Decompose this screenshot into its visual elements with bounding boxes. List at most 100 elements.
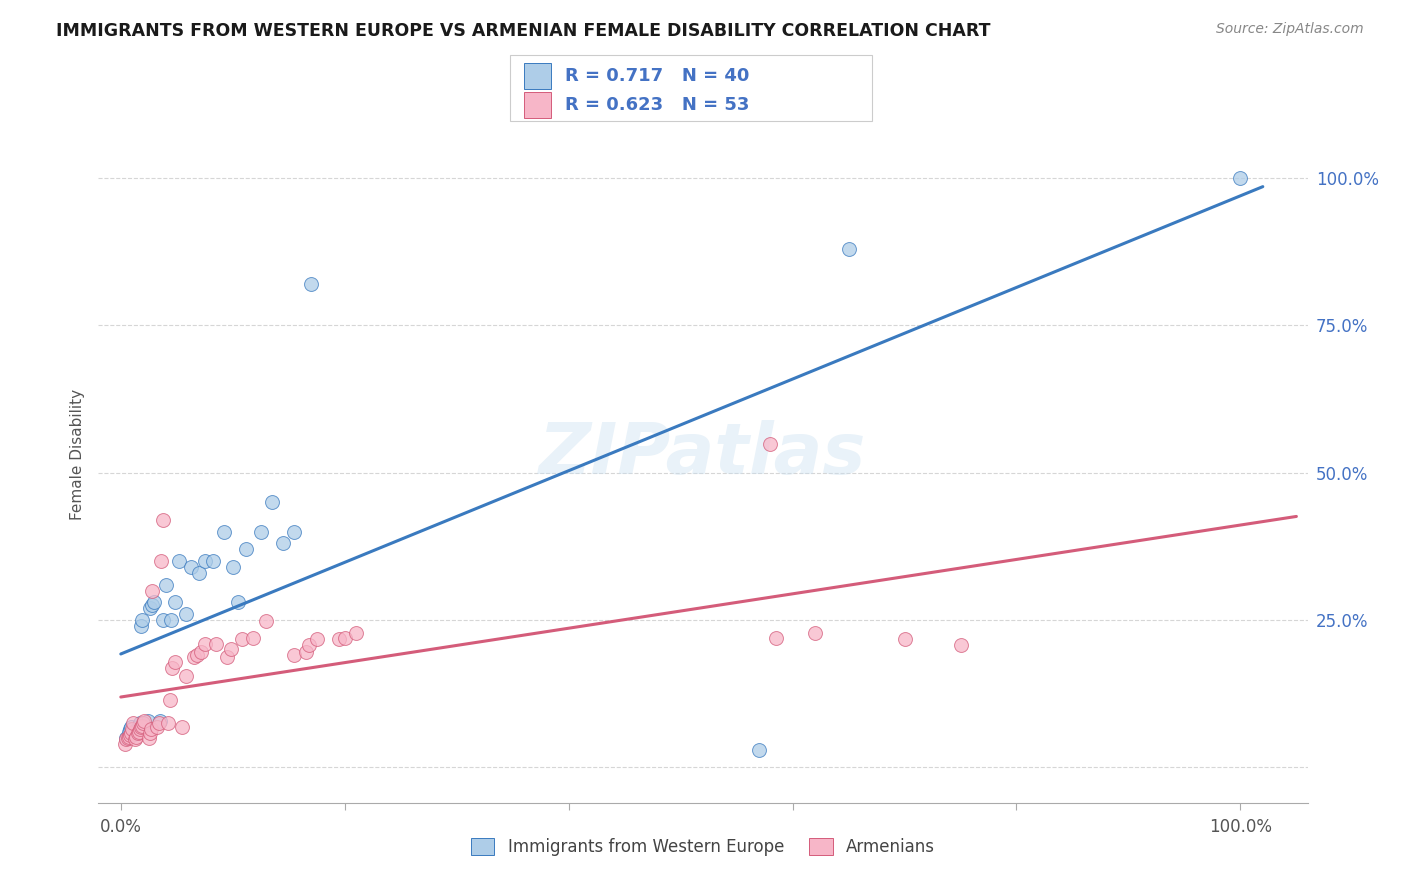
Point — [122, 716, 145, 731]
Point — [212, 524, 235, 539]
Point — [124, 732, 146, 747]
Point — [149, 714, 172, 729]
Point — [765, 631, 787, 645]
Point — [136, 714, 159, 729]
Y-axis label: Female Disability: Female Disability — [70, 389, 86, 521]
Point — [194, 637, 217, 651]
Point — [163, 595, 186, 609]
Point — [152, 513, 174, 527]
Point — [949, 638, 972, 652]
Point — [186, 648, 208, 663]
Point — [174, 607, 197, 621]
Point — [344, 626, 367, 640]
Point — [271, 536, 294, 550]
Legend: Immigrants from Western Europe, Armenians: Immigrants from Western Europe, Armenian… — [463, 830, 943, 864]
Point — [156, 716, 179, 731]
Point — [188, 566, 211, 580]
Point — [231, 632, 253, 646]
Point — [283, 524, 305, 539]
Point — [115, 731, 138, 745]
FancyBboxPatch shape — [524, 92, 551, 118]
Point — [141, 599, 163, 613]
Point — [128, 719, 150, 733]
Point — [134, 714, 156, 729]
Point — [125, 730, 148, 744]
Point — [124, 723, 146, 738]
Point — [155, 577, 177, 591]
Point — [118, 725, 141, 739]
Point — [120, 726, 142, 740]
Point — [118, 730, 141, 744]
Point — [129, 720, 152, 734]
Point — [194, 554, 217, 568]
Point — [174, 669, 197, 683]
Point — [217, 649, 239, 664]
Point — [328, 632, 350, 646]
Point — [172, 720, 194, 734]
Point — [219, 642, 242, 657]
Point — [139, 722, 162, 736]
Text: Source: ZipAtlas.com: Source: ZipAtlas.com — [1216, 22, 1364, 37]
Point — [748, 743, 770, 757]
Point — [804, 626, 827, 640]
Point — [134, 719, 156, 733]
Point — [121, 722, 143, 736]
Point — [305, 632, 328, 646]
Point — [298, 638, 321, 652]
FancyBboxPatch shape — [524, 62, 551, 89]
FancyBboxPatch shape — [509, 55, 872, 121]
Point — [141, 583, 163, 598]
Point — [201, 554, 224, 568]
Point — [160, 613, 183, 627]
Point — [131, 719, 153, 733]
Point — [242, 631, 264, 645]
Point — [122, 725, 145, 739]
Point — [150, 554, 173, 568]
Point — [260, 495, 283, 509]
Point — [114, 737, 136, 751]
Point — [128, 716, 150, 731]
Point — [118, 722, 141, 736]
Point — [222, 560, 245, 574]
Point — [167, 554, 190, 568]
Point — [299, 277, 322, 291]
Point — [163, 656, 186, 670]
Point — [1229, 170, 1251, 185]
Point — [131, 613, 153, 627]
Point — [152, 613, 174, 627]
Point — [183, 649, 205, 664]
Point — [190, 645, 212, 659]
Text: IMMIGRANTS FROM WESTERN EUROPE VS ARMENIAN FEMALE DISABILITY CORRELATION CHART: IMMIGRANTS FROM WESTERN EUROPE VS ARMENI… — [56, 22, 991, 40]
Point — [143, 595, 166, 609]
Text: R = 0.623   N = 53: R = 0.623 N = 53 — [565, 96, 749, 114]
Text: ZIPatlas: ZIPatlas — [540, 420, 866, 490]
Point — [139, 726, 162, 740]
Point — [249, 524, 271, 539]
Point — [128, 725, 150, 739]
Point — [148, 716, 170, 731]
Point — [294, 645, 316, 659]
Point — [129, 619, 152, 633]
Point — [159, 692, 181, 706]
Point — [205, 637, 228, 651]
Point — [333, 631, 356, 645]
Point — [893, 632, 915, 646]
Text: R = 0.717   N = 40: R = 0.717 N = 40 — [565, 67, 749, 85]
Point — [115, 732, 138, 747]
Point — [127, 726, 149, 740]
Point — [283, 648, 305, 663]
Point — [162, 661, 184, 675]
Point — [254, 614, 277, 628]
Point — [180, 560, 202, 574]
Point — [228, 595, 250, 609]
Point — [145, 720, 167, 734]
Point — [132, 716, 155, 731]
Point — [127, 720, 149, 734]
Point — [838, 242, 860, 256]
Point — [138, 731, 160, 745]
Point — [117, 731, 139, 745]
Point — [139, 601, 162, 615]
Point — [118, 728, 141, 742]
Point — [235, 542, 257, 557]
Point — [128, 722, 150, 736]
